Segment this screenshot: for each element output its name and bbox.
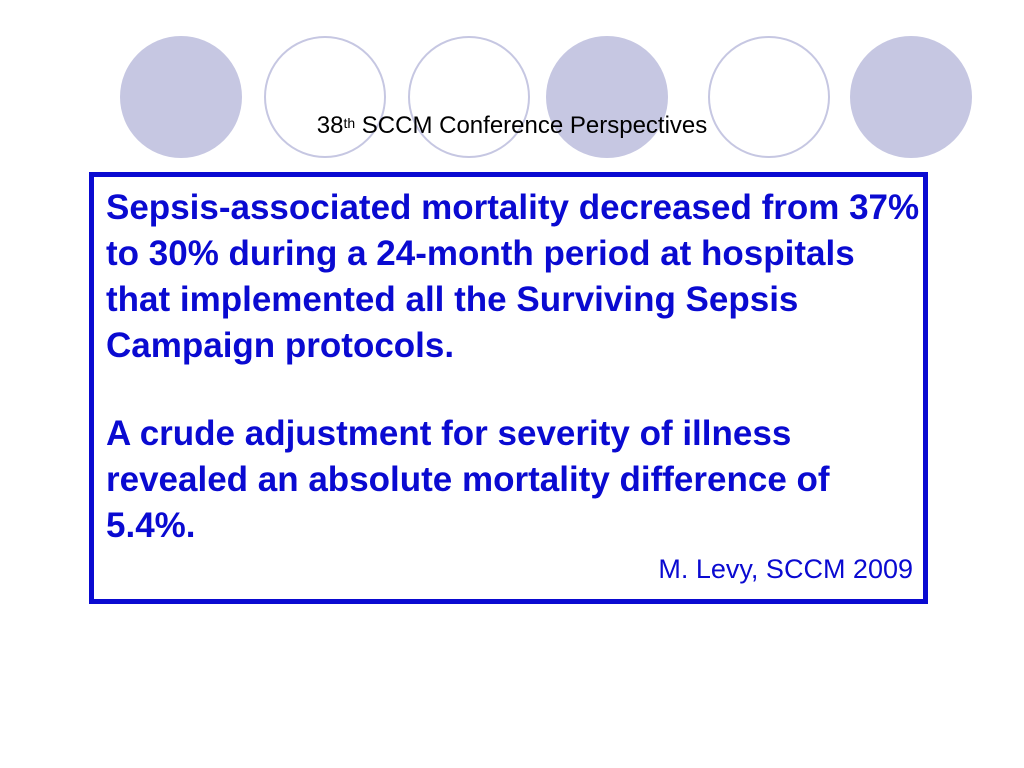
title-superscript: th xyxy=(343,115,356,131)
decorative-circle-2 xyxy=(264,36,386,158)
decorative-circle-6 xyxy=(850,36,972,158)
decorative-circle-5 xyxy=(708,36,830,158)
decorative-circle-3 xyxy=(408,36,530,158)
decorative-circle-1 xyxy=(120,36,242,158)
title-number: 38 xyxy=(316,112,344,139)
content-box: Sepsis-associated mortality decreased fr… xyxy=(89,172,928,604)
finding-paragraph-1: Sepsis-associated mortality decreased fr… xyxy=(106,188,920,365)
finding-paragraph-2: A crude adjustment for severity of illne… xyxy=(106,414,830,545)
citation: M. Levy, SCCM 2009 xyxy=(658,554,913,584)
decorative-circle-4 xyxy=(546,36,668,158)
title-text: SCCM Conference Perspectives xyxy=(355,112,708,139)
slide-title: 38th SCCM Conference Perspectives xyxy=(0,112,1024,140)
